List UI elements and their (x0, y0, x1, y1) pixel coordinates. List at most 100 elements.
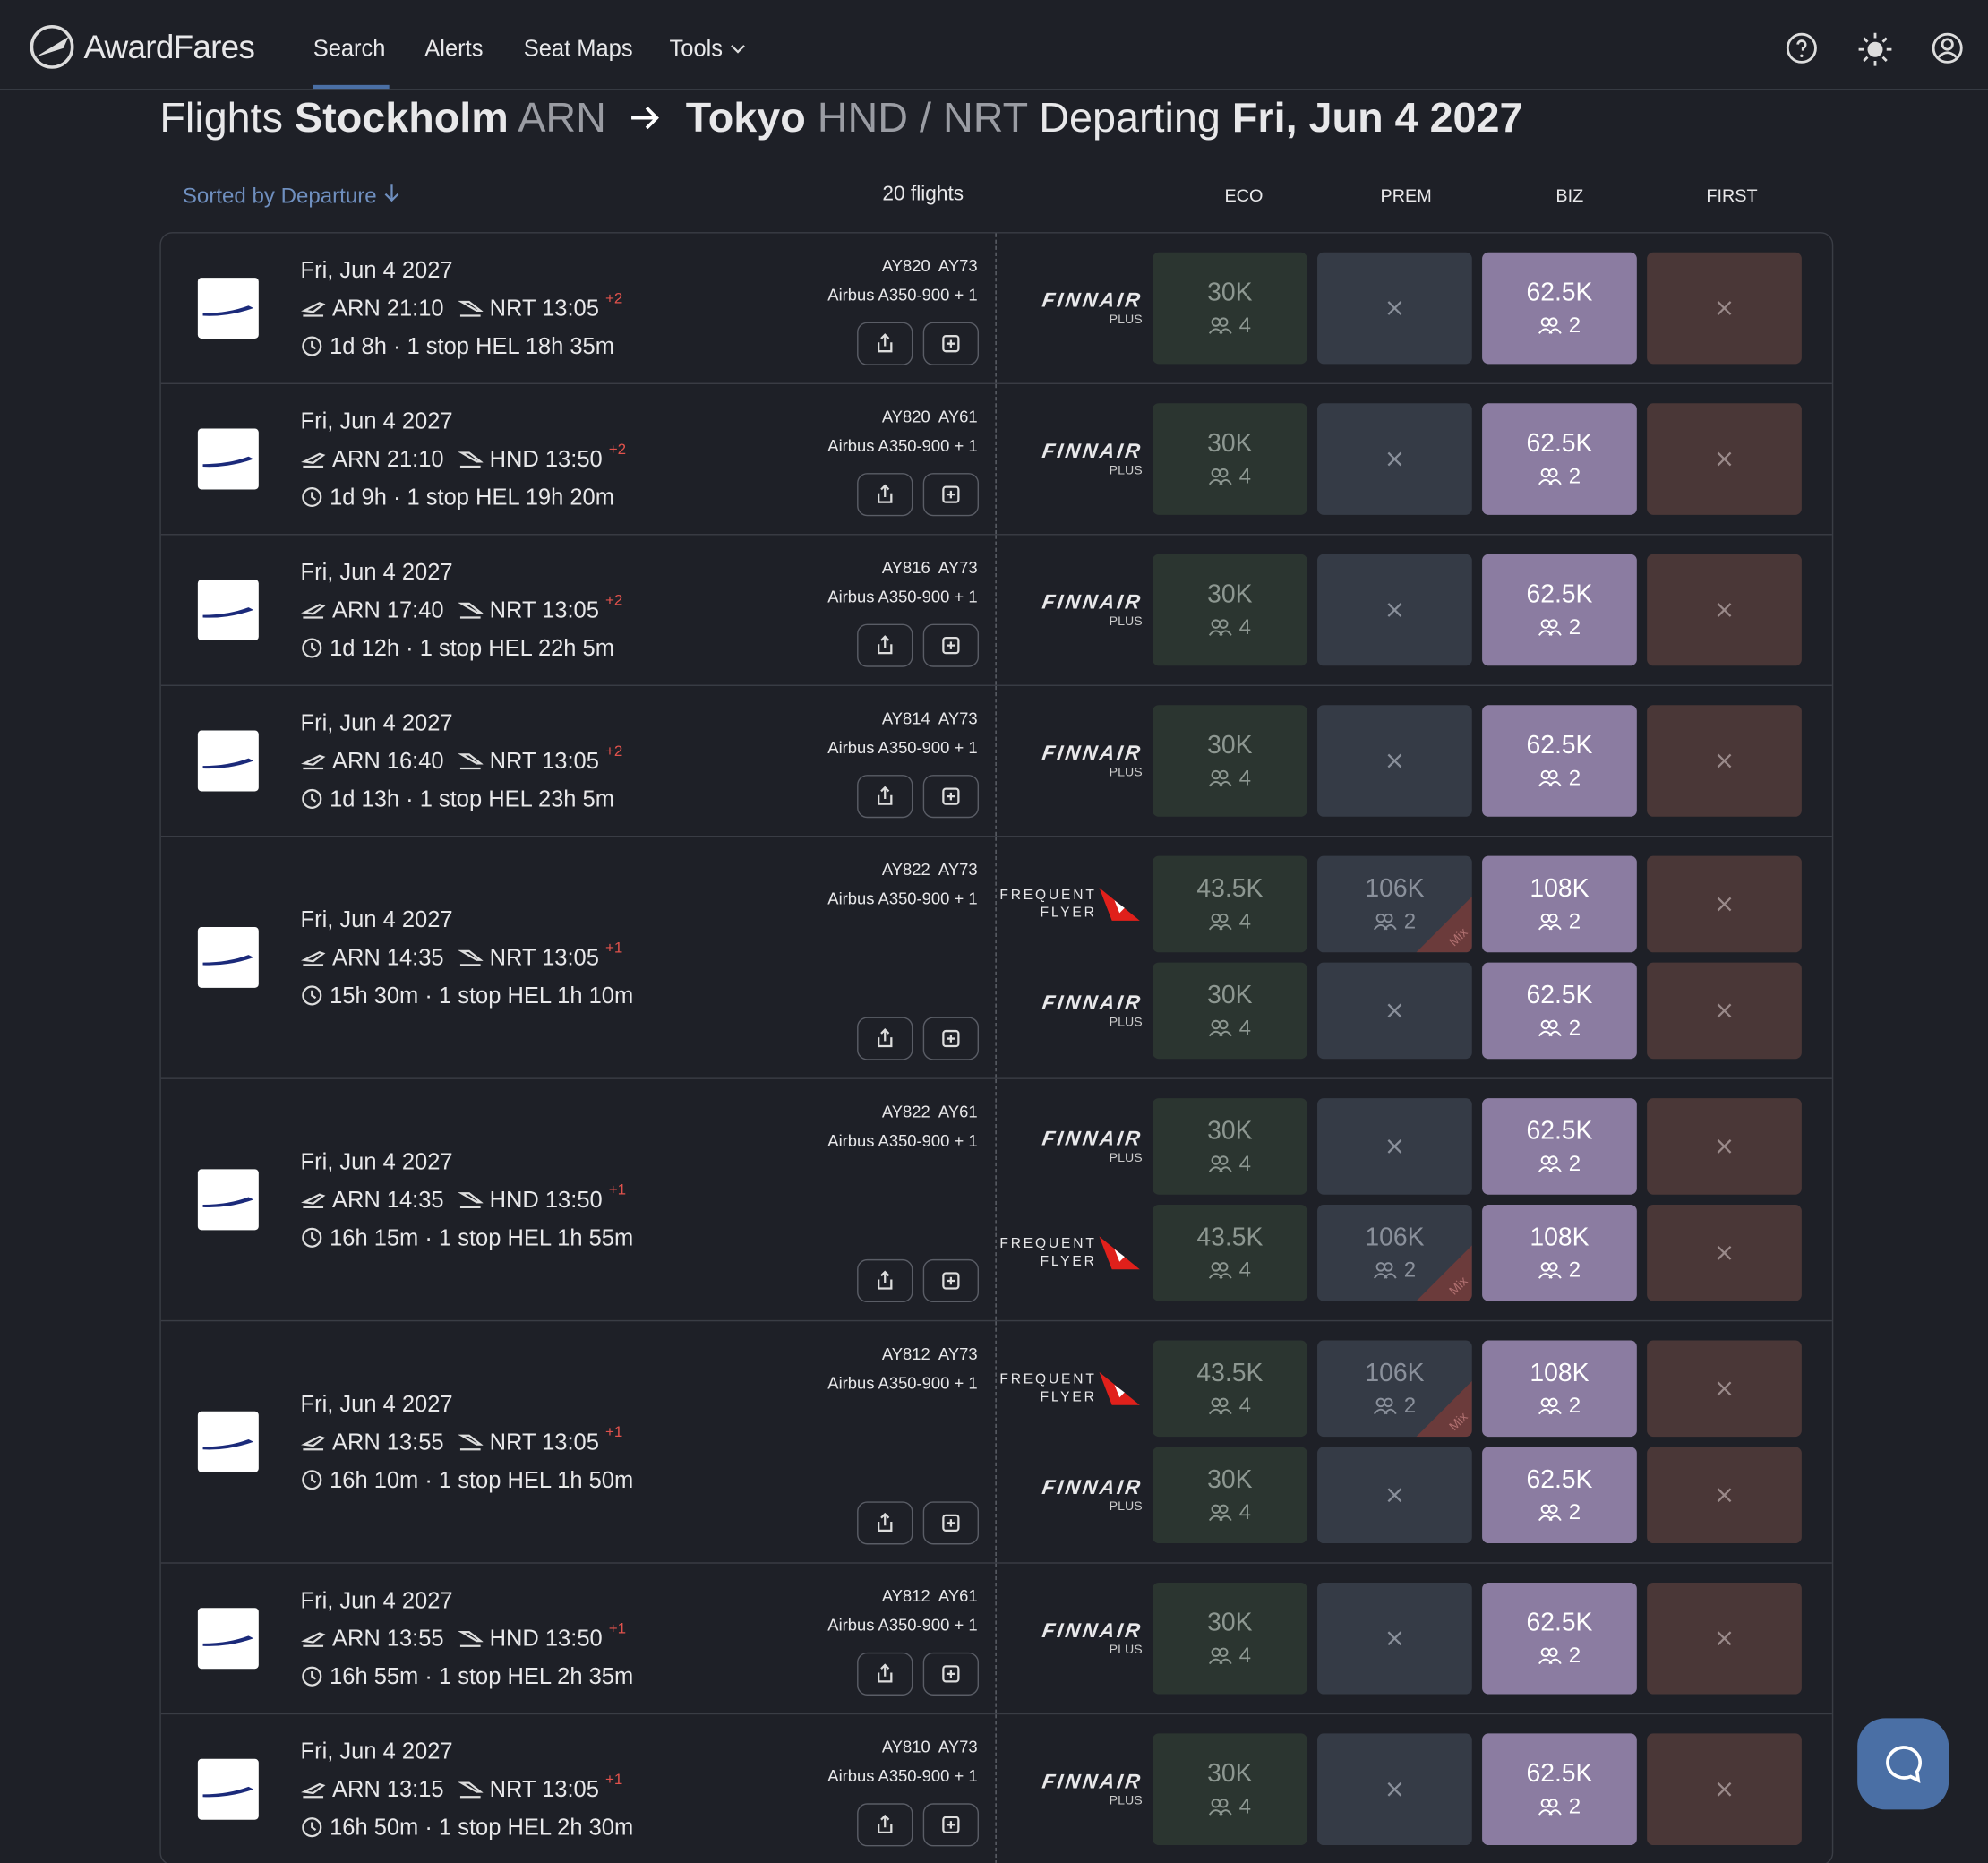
share-button[interactable] (857, 1017, 913, 1060)
fare-cell[interactable]: 43.5K 4 (1152, 855, 1307, 953)
share-button[interactable] (857, 322, 913, 365)
flight-info: Fri, Jun 4 2027 ARN 13:55 NRT 13:05 +1 16h 1… (161, 1321, 996, 1562)
departure: ARN 16:40 (331, 748, 444, 774)
mix-flag (1416, 1245, 1472, 1301)
add-button[interactable] (922, 775, 980, 819)
share-button[interactable] (857, 623, 913, 667)
nav-item[interactable]: Alerts (424, 35, 484, 61)
program-name: FINNAIR (1041, 992, 1144, 1014)
brand[interactable]: AwardFares (28, 22, 255, 71)
fare-cell[interactable]: 43.5K 4 (1152, 1205, 1307, 1301)
fare-cell[interactable]: 30K 4 (1152, 1447, 1307, 1544)
landing-icon (458, 296, 484, 319)
fare-cell[interactable]: 108K 2 (1482, 1340, 1637, 1438)
takeoff-icon (301, 448, 326, 470)
share-icon (874, 332, 896, 355)
fare-cell[interactable]: 106K 2 Mix (1317, 855, 1472, 953)
fare-cell[interactable]: 30K 4 (1152, 403, 1307, 515)
add-button[interactable] (922, 322, 980, 365)
fare-cell[interactable]: 62.5K 2 (1482, 554, 1637, 666)
share-button[interactable] (857, 1803, 913, 1847)
aircraft: Airbus A350-900 + 1 (827, 436, 978, 456)
qantas-logo (1097, 885, 1143, 923)
points: 30K (1207, 429, 1253, 458)
share-icon (874, 483, 896, 505)
nav-label: Tools (669, 35, 724, 61)
program-name: FINNAIR (1041, 591, 1144, 614)
share-button[interactable] (857, 1501, 913, 1545)
add-button[interactable] (922, 1017, 980, 1060)
seats: 2 (1538, 1643, 1581, 1668)
fare-cell[interactable]: 30K 4 (1152, 554, 1307, 666)
share-button[interactable] (857, 775, 913, 819)
aircraft: Airbus A350-900 + 1 (827, 738, 978, 758)
program-logo: FINNAIR PLUS (997, 1447, 1144, 1543)
seats: 4 (1209, 908, 1251, 933)
airline-logo (197, 1169, 259, 1231)
sort-button[interactable]: Sorted by Departure (183, 183, 400, 210)
seats-icon (1374, 1395, 1399, 1416)
fare-cell[interactable]: 108K 2 (1482, 1205, 1637, 1301)
add-button[interactable] (922, 1652, 980, 1696)
seat-count: 4 (1238, 1499, 1252, 1524)
fare-cell[interactable]: 62.5K 2 (1482, 1447, 1637, 1544)
share-icon (874, 1662, 896, 1685)
account-button[interactable] (1931, 31, 1964, 64)
fares: FREQUENT FLYER 43.5K 4 106K 2 Mix 108K 2 FINNAIR P… (995, 1321, 1802, 1563)
theme-button[interactable] (1857, 31, 1893, 67)
finnair-swoosh (202, 1635, 254, 1646)
fare-cell[interactable]: 106K 2 Mix (1317, 1205, 1472, 1301)
landing-icon-glyph (458, 753, 484, 770)
fare-cell[interactable]: 108K 2 (1482, 855, 1637, 953)
actions (857, 1652, 980, 1696)
fare-cell[interactable]: 62.5K 2 (1482, 1733, 1637, 1846)
add-button[interactable] (922, 1501, 980, 1545)
seats-icon-glyph (1209, 913, 1232, 930)
points: 106K (1365, 1223, 1425, 1251)
fare-cell[interactable]: 30K 4 (1152, 252, 1307, 365)
fare-cell[interactable]: 62.5K 2 (1482, 403, 1637, 515)
program-name: FREQUENT (999, 888, 1097, 904)
fare-cell[interactable]: 106K 2 Mix (1317, 1340, 1472, 1438)
separator: · (424, 1224, 433, 1250)
fare-cell[interactable]: 62.5K 2 (1482, 962, 1637, 1060)
points: 30K (1207, 981, 1253, 1009)
add-button[interactable] (922, 1803, 980, 1847)
add-button[interactable] (922, 473, 980, 517)
help-button[interactable] (1785, 31, 1818, 64)
unavailable-icon (1714, 1378, 1735, 1399)
unavailable-icon (1714, 1137, 1735, 1157)
fare-cell[interactable]: 30K 4 (1152, 705, 1307, 817)
add-button[interactable] (922, 623, 980, 667)
flight-numbers: AY822 AY61 (881, 1102, 978, 1121)
nav-item[interactable]: Seat Maps (523, 35, 633, 61)
actions (857, 623, 980, 667)
duration-line: 16h 10m · 1 stop HEL 1h 50m (301, 1461, 633, 1498)
title-prefix: Flights (159, 93, 284, 142)
seats-icon (1538, 1502, 1564, 1523)
fare-cell[interactable]: 62.5K 2 (1482, 252, 1637, 365)
separator: · (424, 1467, 433, 1493)
fare-cell[interactable]: 43.5K 4 (1152, 1340, 1307, 1438)
share-button[interactable] (857, 1652, 913, 1696)
share-button[interactable] (857, 473, 913, 517)
takeoff-icon-glyph (301, 604, 326, 619)
fare-cell[interactable]: 30K 4 (1152, 1098, 1307, 1195)
fare-cell[interactable]: 30K 4 (1152, 1733, 1307, 1846)
nav-item[interactable]: Search (313, 35, 386, 61)
unavailable-icon-glyph (1717, 1381, 1732, 1396)
chat-button[interactable] (1857, 1718, 1949, 1810)
fare-cell[interactable]: 30K 4 (1152, 1582, 1307, 1695)
nav-item[interactable]: Tools (670, 36, 747, 63)
stops: 1 stop HEL 23h 5m (419, 786, 614, 812)
fare-cell[interactable]: 62.5K 2 (1482, 705, 1637, 817)
fare-cell[interactable]: 30K 4 (1152, 962, 1307, 1060)
share-button[interactable] (857, 1258, 913, 1303)
add-button[interactable] (922, 1258, 980, 1303)
fare-cell[interactable]: 62.5K 2 (1482, 1098, 1637, 1195)
fare-cell (1647, 252, 1802, 365)
brand-icon (30, 24, 74, 69)
seats: 4 (1209, 1794, 1251, 1819)
fare-cell[interactable]: 62.5K 2 (1482, 1582, 1637, 1695)
takeoff-icon (301, 750, 326, 772)
